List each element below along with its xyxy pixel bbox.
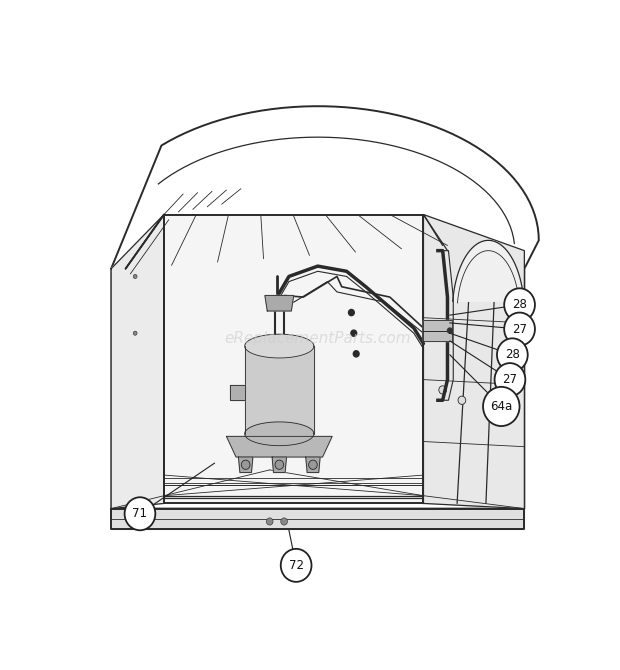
- Text: 28: 28: [512, 298, 527, 312]
- Polygon shape: [111, 214, 164, 509]
- Polygon shape: [226, 436, 332, 457]
- Polygon shape: [230, 385, 245, 400]
- Polygon shape: [111, 509, 525, 529]
- Circle shape: [309, 460, 317, 470]
- Polygon shape: [423, 330, 453, 341]
- Circle shape: [267, 518, 273, 525]
- Circle shape: [351, 330, 356, 336]
- Polygon shape: [453, 241, 524, 302]
- Circle shape: [458, 396, 466, 405]
- Polygon shape: [245, 346, 314, 433]
- Text: 72: 72: [289, 559, 304, 572]
- Text: 71: 71: [133, 507, 148, 521]
- Circle shape: [348, 310, 354, 316]
- Circle shape: [133, 275, 137, 279]
- Text: eReplacementParts.com: eReplacementParts.com: [224, 331, 411, 346]
- Polygon shape: [245, 422, 314, 446]
- Polygon shape: [423, 320, 453, 330]
- Circle shape: [275, 460, 283, 470]
- Circle shape: [241, 460, 250, 470]
- Circle shape: [497, 338, 528, 371]
- Circle shape: [281, 518, 288, 525]
- Polygon shape: [245, 334, 314, 358]
- Polygon shape: [111, 107, 539, 509]
- Polygon shape: [423, 214, 525, 509]
- Circle shape: [448, 328, 452, 333]
- Circle shape: [125, 497, 156, 530]
- Polygon shape: [239, 457, 253, 472]
- Circle shape: [439, 386, 446, 394]
- Polygon shape: [306, 457, 320, 472]
- Circle shape: [133, 331, 137, 335]
- Circle shape: [495, 363, 525, 396]
- Text: 27: 27: [512, 322, 527, 336]
- Polygon shape: [272, 457, 286, 472]
- Text: 64a: 64a: [490, 400, 512, 413]
- Text: 27: 27: [502, 373, 518, 386]
- Text: 28: 28: [505, 348, 520, 361]
- Circle shape: [483, 387, 520, 426]
- Polygon shape: [164, 214, 423, 503]
- Circle shape: [504, 312, 535, 346]
- Polygon shape: [265, 295, 294, 311]
- Circle shape: [353, 350, 359, 357]
- Circle shape: [281, 549, 311, 582]
- Circle shape: [504, 288, 535, 322]
